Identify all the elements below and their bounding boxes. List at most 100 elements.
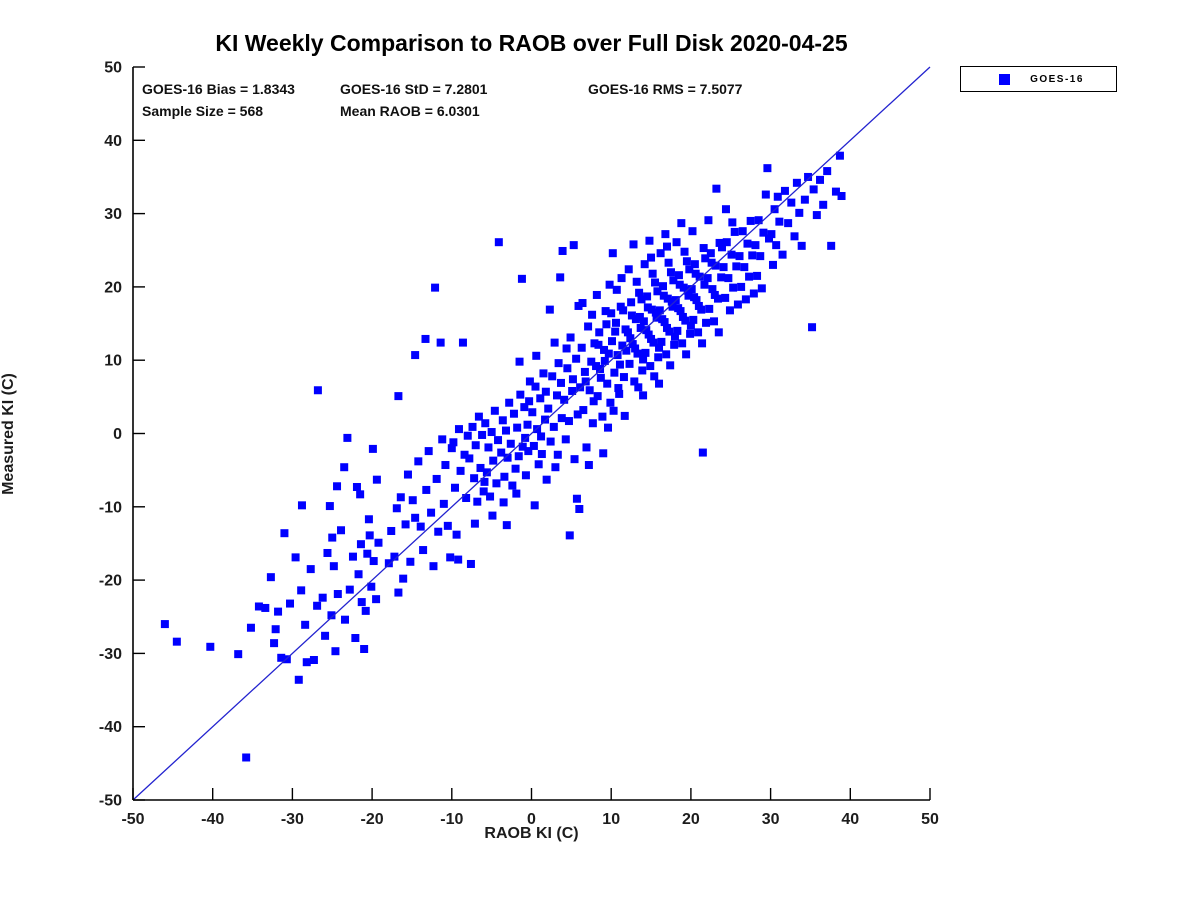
data-point: [537, 432, 546, 441]
data-point: [297, 586, 306, 595]
data-point: [512, 489, 521, 498]
data-point: [624, 265, 633, 274]
data-point: [599, 449, 608, 458]
data-point: [827, 241, 836, 250]
data-point: [573, 410, 582, 419]
data-point: [664, 258, 673, 267]
data-point: [670, 340, 679, 349]
data-point: [306, 565, 315, 574]
data-point: [486, 492, 495, 501]
data-point: [655, 379, 664, 388]
data-point: [556, 273, 565, 282]
data-point: [837, 192, 846, 201]
data-point: [588, 419, 597, 428]
y-tick-label: 40: [104, 133, 122, 150]
data-point: [570, 455, 579, 464]
data-point: [600, 356, 609, 365]
data-point: [576, 383, 585, 392]
stat-sample-size: Sample Size = 568: [142, 103, 264, 119]
data-point: [701, 254, 710, 263]
data-point: [666, 268, 675, 277]
data-point: [541, 387, 550, 396]
data-point: [484, 443, 493, 452]
data-point: [689, 315, 698, 324]
data-point: [790, 232, 799, 241]
data-point: [603, 379, 612, 388]
data-point: [577, 343, 586, 352]
data-point: [608, 249, 617, 258]
data-point: [354, 570, 363, 579]
data-point: [729, 283, 738, 292]
data-point: [488, 511, 497, 520]
legend: GOES-16: [960, 66, 1117, 92]
data-point: [580, 367, 589, 376]
data-point: [479, 487, 488, 496]
data-point: [476, 463, 485, 472]
data-point: [653, 287, 662, 296]
data-point: [575, 504, 584, 513]
stat-mean-raob: Mean RAOB = 6.0301: [340, 103, 480, 119]
data-point: [520, 403, 529, 412]
data-point: [700, 280, 709, 289]
data-point: [687, 285, 696, 294]
data-point: [544, 404, 553, 413]
data-point: [566, 333, 575, 342]
data-point: [421, 334, 430, 343]
data-point: [286, 599, 295, 608]
data-point: [588, 310, 597, 319]
data-point: [639, 391, 648, 400]
x-tick-label: 50: [921, 811, 939, 828]
data-point: [345, 585, 354, 594]
data-point: [618, 341, 627, 350]
data-point: [454, 425, 463, 434]
data-point: [490, 406, 499, 415]
data-point: [650, 372, 659, 381]
data-point: [323, 548, 332, 557]
data-point: [478, 430, 487, 439]
data-point: [641, 348, 650, 357]
data-point: [757, 284, 766, 293]
y-tick-label: -40: [99, 719, 122, 736]
data-point: [627, 311, 636, 320]
identity-line: [132, 66, 931, 801]
data-point: [804, 172, 813, 181]
data-point: [549, 422, 558, 431]
data-point: [659, 282, 668, 291]
data-point: [831, 187, 840, 196]
data-point: [534, 460, 543, 469]
data-point: [553, 391, 562, 400]
data-point: [707, 258, 716, 267]
data-point: [466, 559, 475, 568]
y-tick-label: -10: [99, 499, 122, 516]
data-point: [372, 475, 381, 484]
data-point: [367, 582, 376, 591]
data-point: [640, 260, 649, 269]
legend-label: GOES-16: [1030, 73, 1084, 85]
data-point: [261, 603, 270, 612]
data-point: [500, 472, 509, 481]
data-point: [439, 499, 448, 508]
data-point: [465, 454, 474, 463]
data-point: [823, 167, 832, 176]
data-point: [606, 398, 615, 407]
y-tick-label: 10: [104, 353, 122, 370]
data-point: [658, 315, 667, 324]
data-point: [619, 373, 628, 382]
data-point: [690, 260, 699, 269]
data-point: [503, 453, 512, 462]
data-point: [684, 291, 693, 300]
data-point: [585, 386, 594, 395]
data-point: [565, 531, 574, 540]
data-point: [561, 435, 570, 444]
data-point: [809, 185, 818, 194]
data-point: [728, 218, 737, 227]
data-point: [369, 557, 378, 566]
data-point: [424, 447, 433, 456]
data-point: [525, 397, 534, 406]
data-point: [768, 260, 777, 269]
data-point: [708, 285, 717, 294]
data-point: [722, 238, 731, 247]
data-point: [612, 285, 621, 294]
data-point: [414, 457, 423, 466]
